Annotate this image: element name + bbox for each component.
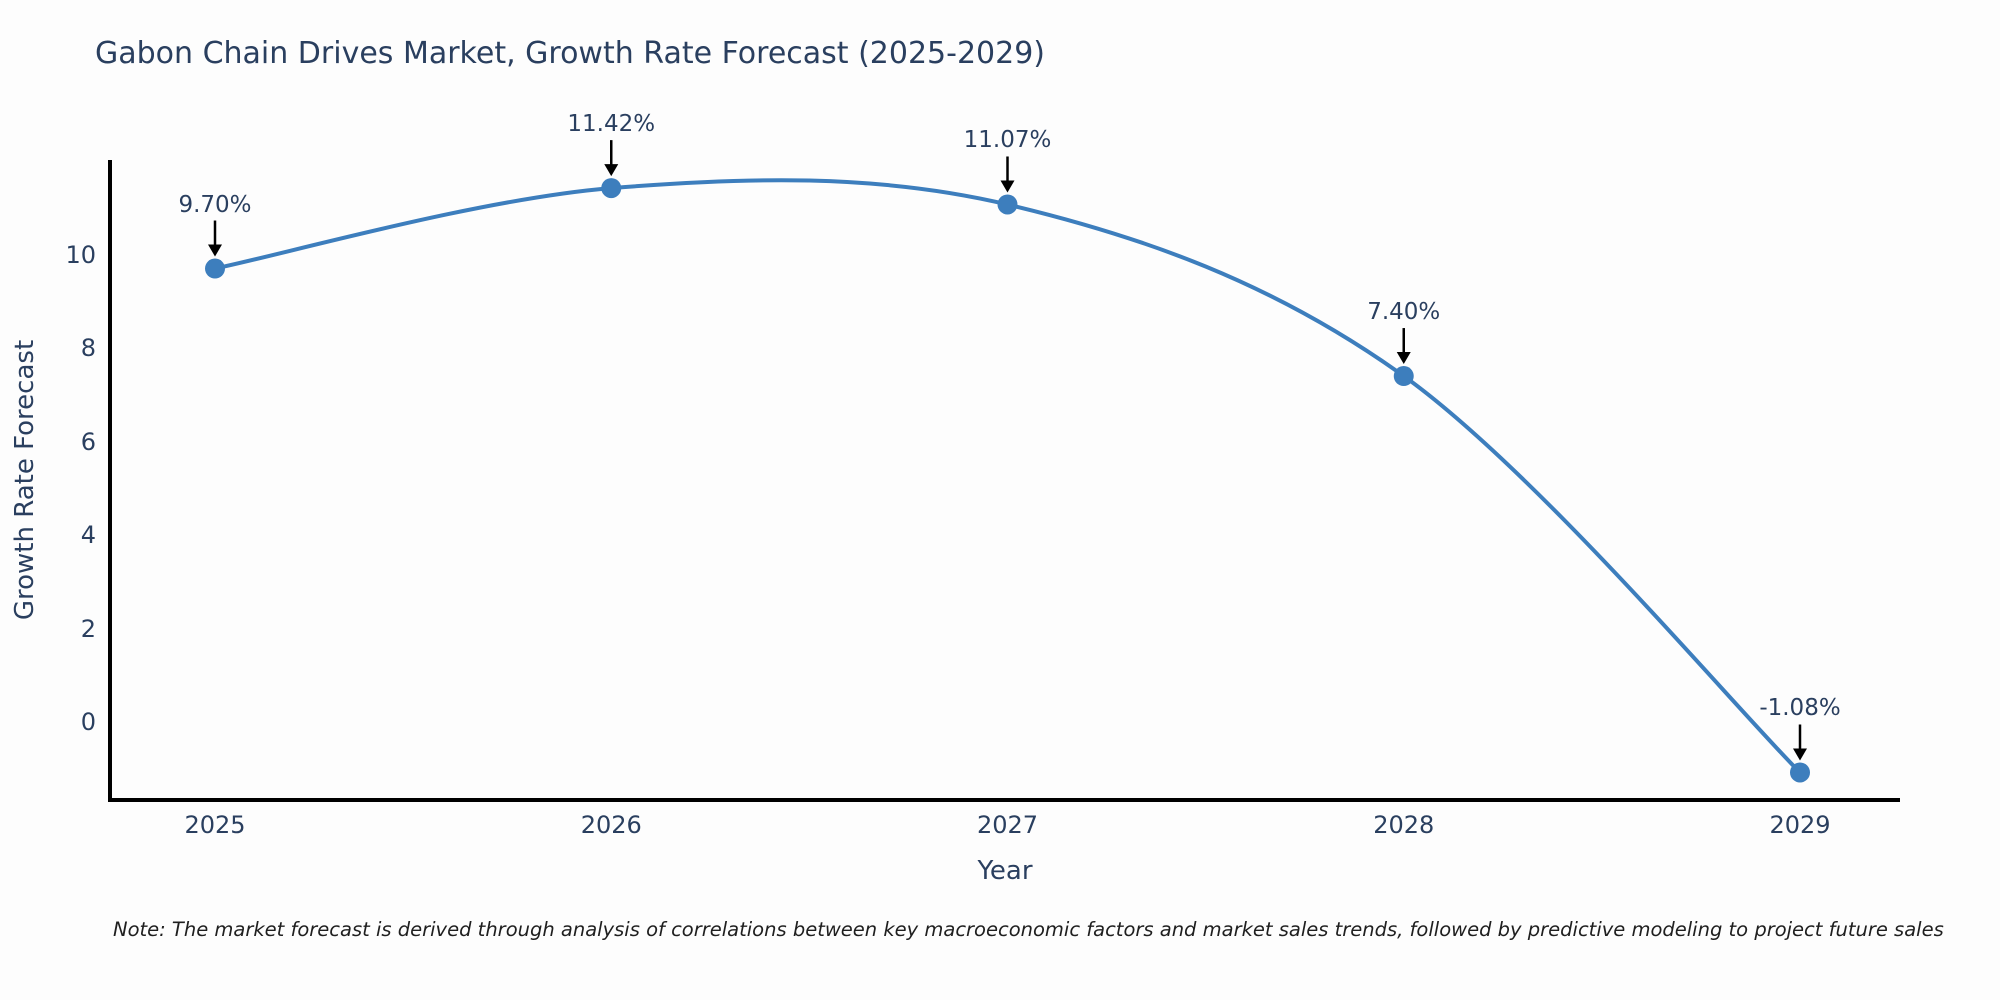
data-point-2026 [601, 178, 622, 199]
annotation-arrowhead-icon [1793, 748, 1807, 761]
y-tick-0: 0 [80, 708, 96, 736]
x-tick-2025: 2025 [184, 811, 246, 839]
y-tick-10: 10 [65, 240, 96, 269]
data-point-2027 [997, 194, 1018, 215]
annotation-arrowhead-icon [1000, 180, 1015, 193]
annotation-arrowhead-icon [1396, 352, 1411, 365]
x-axis-title: Year [977, 856, 1033, 886]
annotation-arrowhead-icon [604, 164, 619, 177]
chart-title: Gabon Chain Drives Market, Growth Rate F… [95, 36, 1046, 71]
data-point-2028 [1393, 366, 1414, 387]
x-tick-2026: 2026 [580, 811, 642, 839]
footnote: Note: The market forecast is derived thr… [113, 918, 1944, 941]
y-tick-2: 2 [80, 614, 96, 643]
trend-line [214, 178, 1802, 774]
y-tick-8: 8 [80, 334, 96, 362]
point-label-2026: 11.42% [567, 111, 656, 138]
data-point-2025 [205, 258, 225, 279]
x-tick-2029: 2029 [1769, 811, 1831, 839]
annotation-arrowhead-icon [208, 244, 222, 257]
point-label-2028: 7.40% [1367, 299, 1441, 326]
data-point-2029 [1790, 762, 1810, 783]
y-tick-6: 6 [80, 427, 96, 456]
point-label-2027: 11.07% [963, 127, 1052, 154]
point-label-2029: -1.08% [1759, 695, 1841, 722]
point-label-2025: 9.70% [178, 191, 252, 218]
x-tick-2027: 2027 [976, 811, 1039, 839]
x-tick-2028: 2028 [1373, 811, 1435, 839]
y-tick-4: 4 [80, 521, 96, 549]
